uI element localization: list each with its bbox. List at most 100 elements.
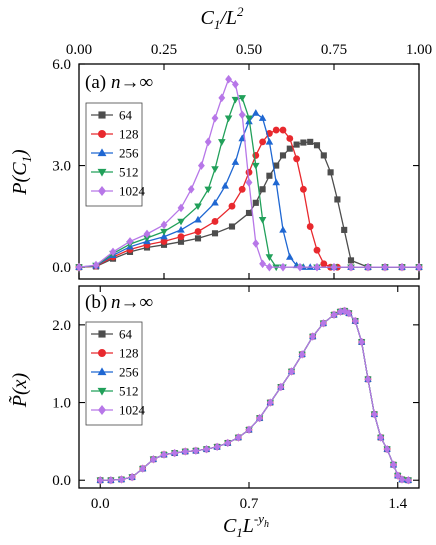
data-point: [92, 260, 100, 270]
panel-b-annotation: n→∞: [111, 292, 153, 313]
data-point: [358, 337, 365, 347]
data-point: [245, 168, 253, 176]
legend-label: 256: [119, 146, 139, 161]
legend-label: 512: [119, 165, 139, 180]
data-point: [126, 237, 134, 246]
data-point: [128, 472, 136, 482]
data-point: [390, 460, 397, 469]
panel-a-legend: 64 128 256 512 1024: [85, 102, 146, 207]
data-point: [300, 139, 307, 146]
data-point: [143, 229, 151, 239]
data-point: [225, 74, 233, 84]
series-1024: [75, 74, 423, 272]
data-point: [345, 308, 353, 318]
data-point: [75, 262, 83, 272]
data-point: [415, 262, 423, 272]
data-point: [307, 138, 314, 145]
data-point: [272, 178, 280, 186]
data-point: [218, 93, 226, 103]
y-tick-label: 1.0: [52, 396, 71, 412]
data-point: [381, 262, 389, 272]
data-point: [327, 169, 334, 176]
series-64: [97, 307, 412, 484]
data-point: [256, 413, 263, 423]
data-point: [341, 226, 348, 233]
series-256: [96, 307, 413, 483]
y-tick-label: 0.0: [52, 473, 71, 489]
data-point: [286, 135, 294, 142]
data-point: [187, 184, 195, 194]
data-point: [258, 217, 267, 224]
data-point: [364, 375, 372, 384]
data-point: [211, 218, 219, 225]
data-point: [224, 115, 233, 123]
data-point: [266, 172, 273, 179]
x-tick-label: 0.50: [236, 42, 262, 58]
legend-label: 1024: [119, 403, 146, 418]
data-point: [272, 126, 280, 134]
data-point: [252, 199, 259, 206]
panel-a-top-xlabel: C1/L2: [200, 4, 244, 32]
data-point: [160, 232, 168, 240]
data-point: [347, 262, 355, 272]
panel-a-ticks: 0.00 0.25 0.50 0.75 1.00 0.0 3.0 6.0: [52, 42, 432, 279]
data-point: [160, 228, 168, 236]
series-line-1024: [78, 78, 419, 268]
panel-b-series: [96, 306, 413, 485]
data-point: [252, 162, 260, 170]
data-point: [398, 475, 406, 484]
data-point: [286, 145, 293, 152]
data-point: [238, 95, 246, 102]
legend-marker: [98, 185, 106, 197]
data-point: [181, 447, 189, 456]
data-point: [177, 233, 185, 241]
data-point: [177, 203, 185, 213]
data-point: [194, 235, 202, 242]
data-point: [313, 262, 321, 272]
data-point: [293, 155, 301, 163]
data-point: [258, 114, 267, 121]
data-point: [197, 161, 205, 170]
panel-b-xlabel: C1L-yh: [223, 511, 269, 540]
data-point: [273, 162, 280, 169]
data-point: [107, 476, 115, 485]
series-128: [96, 307, 412, 484]
data-point: [150, 455, 157, 464]
data-point: [204, 137, 212, 147]
data-point: [383, 444, 391, 454]
data-point: [231, 96, 240, 104]
data-point: [266, 398, 274, 407]
data-point: [204, 186, 212, 194]
legend-box: [85, 321, 143, 426]
series-512: [96, 308, 413, 485]
legend-box: [85, 102, 143, 207]
legend-label: 1024: [119, 184, 146, 199]
panel-b: 0.0 0.7 1.4 0.0 1.0 2.0 (b) n→∞ P̃(x) 64 128 25…: [8, 285, 420, 540]
data-point: [265, 262, 273, 272]
data-point: [351, 316, 359, 326]
data-point: [286, 253, 294, 260]
data-point: [245, 425, 253, 434]
data-point: [405, 476, 412, 485]
data-point: [235, 433, 242, 442]
data-point: [364, 262, 372, 272]
data-point: [177, 225, 185, 233]
data-point: [177, 218, 185, 226]
data-point: [279, 126, 287, 134]
data-point: [245, 209, 253, 217]
legend-label: 512: [119, 384, 139, 399]
x-tick-label: 0.25: [151, 42, 177, 58]
legend-label: 64: [119, 108, 133, 123]
panel-a-series: [75, 74, 423, 272]
data-point: [252, 109, 260, 116]
data-point: [265, 254, 274, 261]
series-line-256: [100, 310, 409, 481]
data-point: [211, 113, 219, 123]
data-point: [330, 310, 338, 319]
x-tick-label: 1.4: [388, 496, 407, 512]
series-1024: [96, 306, 412, 485]
data-point: [211, 166, 219, 173]
data-point: [272, 264, 280, 272]
data-point: [96, 476, 104, 485]
